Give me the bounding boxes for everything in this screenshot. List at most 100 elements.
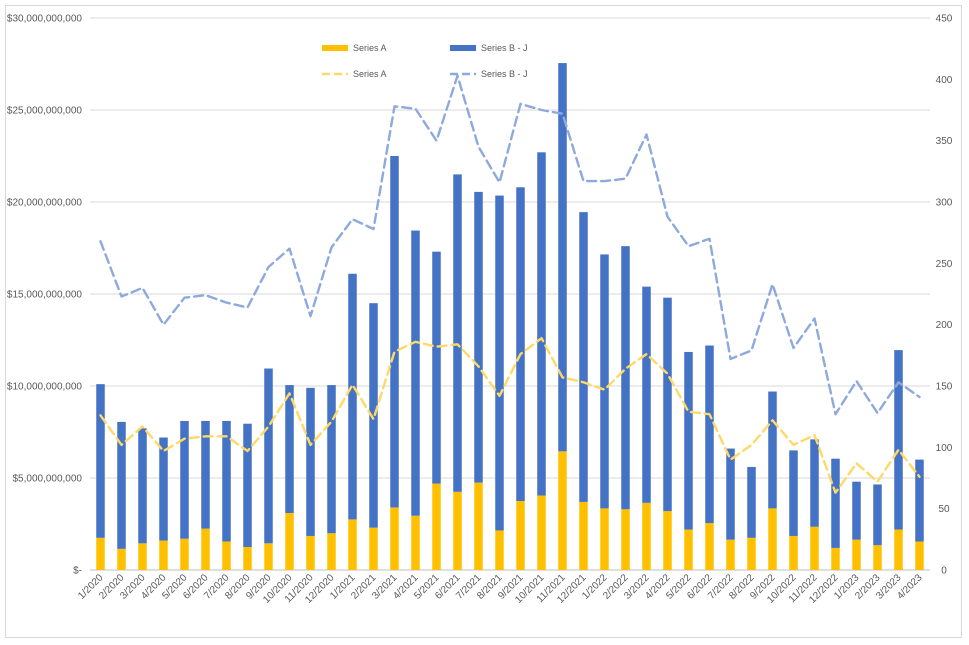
bar-series-b-j [369, 303, 378, 528]
bar-series-b-j [348, 273, 357, 520]
legend-label: Series A [353, 69, 387, 79]
y-left-tick-label: $25,000,000,000 [7, 106, 83, 117]
bar-series-a [453, 491, 462, 570]
bar-series-a [684, 529, 693, 570]
legend-label: Series A [353, 43, 387, 53]
y-right-tick-label: 300 [936, 198, 953, 209]
y-right-tick-label: 100 [936, 443, 953, 454]
bar-series-a [831, 547, 840, 570]
bar-series-b-j [159, 437, 168, 541]
bar-series-a [600, 508, 609, 570]
y-left-tick-label: $20,000,000,000 [7, 198, 83, 209]
bar-series-a [138, 543, 147, 570]
bar-series-a [264, 543, 273, 570]
y-left-tick-label: $15,000,000,000 [7, 290, 83, 301]
y-left-tick-label: $10,000,000,000 [7, 382, 83, 393]
bar-series-b-j [726, 448, 735, 540]
bar-series-a [390, 507, 399, 570]
bar-series-b-j [915, 459, 924, 542]
bar-series-b-j [411, 230, 420, 516]
y-left-tick-label: $- [73, 566, 82, 577]
bar-series-a [894, 529, 903, 570]
bar-series-b-j [306, 387, 315, 536]
bar-series-a [117, 548, 126, 570]
bar-series-b-j [684, 351, 693, 530]
y-right-tick-label: 150 [936, 382, 953, 393]
bar-series-b-j [768, 391, 777, 509]
bar-series-a [159, 540, 168, 570]
bar-series-b-j [831, 458, 840, 548]
bar-series-b-j [894, 350, 903, 530]
bar-series-b-j [642, 286, 651, 503]
bar-series-a [285, 512, 294, 570]
bar-series-a [810, 526, 819, 570]
bar-series-b-j [600, 254, 609, 509]
y-right-tick-label: 250 [936, 259, 953, 270]
bar-series-a [474, 482, 483, 570]
bar-series-a [852, 539, 861, 570]
bar-series-a [579, 501, 588, 570]
legend-label: Series B - J [481, 43, 528, 53]
bar-series-b-j [390, 156, 399, 508]
bar-series-a [180, 538, 189, 570]
bar-series-a [222, 541, 231, 570]
legend-label: Series B - J [481, 69, 528, 79]
bar-series-b-j [495, 195, 504, 531]
bar-series-b-j [705, 345, 714, 524]
bar-series-a [705, 523, 714, 570]
y-right-tick-label: 50 [938, 504, 950, 515]
bar-series-a [558, 451, 567, 570]
bar-series-a [789, 535, 798, 570]
bar-series-a [348, 519, 357, 570]
bar-series-b-j [663, 297, 672, 512]
bar-series-b-j [579, 212, 588, 502]
bar-series-a [201, 528, 210, 570]
bar-series-a [495, 530, 504, 570]
bar-series-b-j [789, 450, 798, 536]
y-left-tick-label: $30,000,000,000 [7, 14, 83, 25]
bar-series-b-j [474, 191, 483, 483]
bar-series-b-j [516, 187, 525, 501]
bar-series-a [411, 515, 420, 570]
bar-series-b-j [747, 466, 756, 538]
bar-series-a [873, 545, 882, 570]
bar-series-b-j [621, 246, 630, 510]
legend-swatch-bar [322, 45, 348, 51]
bar-series-b-j [810, 439, 819, 527]
bar-series-a [432, 483, 441, 570]
bar-series-b-j [243, 423, 252, 547]
y-right-tick-label: 0 [941, 566, 947, 577]
bar-series-a [537, 495, 546, 570]
bar-series-b-j [432, 251, 441, 484]
bar-series-a [243, 547, 252, 570]
y-left-tick-label: $5,000,000,000 [12, 474, 82, 485]
bar-series-a [327, 533, 336, 570]
bar-series-b-j [117, 421, 126, 549]
bar-series-b-j [96, 384, 105, 538]
y-right-tick-label: 350 [936, 136, 953, 147]
bar-series-b-j [285, 385, 294, 513]
bar-series-a [768, 508, 777, 570]
bar-series-a [516, 501, 525, 570]
bar-series-b-j [453, 174, 462, 492]
bar-series-a [642, 502, 651, 570]
y-right-tick-label: 450 [936, 14, 953, 25]
bar-series-b-j [201, 420, 210, 529]
bar-series-b-j [222, 420, 231, 542]
bar-series-b-j [327, 385, 336, 534]
bar-series-b-j [537, 152, 546, 496]
bar-series-b-j [180, 420, 189, 539]
line-series-a [99, 337, 921, 494]
bar-series-a [306, 535, 315, 570]
bar-series-a [726, 539, 735, 570]
bar-series-a [369, 527, 378, 570]
y-right-tick-label: 400 [936, 75, 953, 86]
bar-series-a [747, 537, 756, 570]
bar-series-b-j [852, 481, 861, 540]
bar-series-b-j [138, 428, 147, 544]
bar-series-b-j [558, 63, 567, 452]
bar-series-b-j [264, 368, 273, 544]
bar-series-a [96, 537, 105, 570]
bar-series-b-j [873, 484, 882, 546]
